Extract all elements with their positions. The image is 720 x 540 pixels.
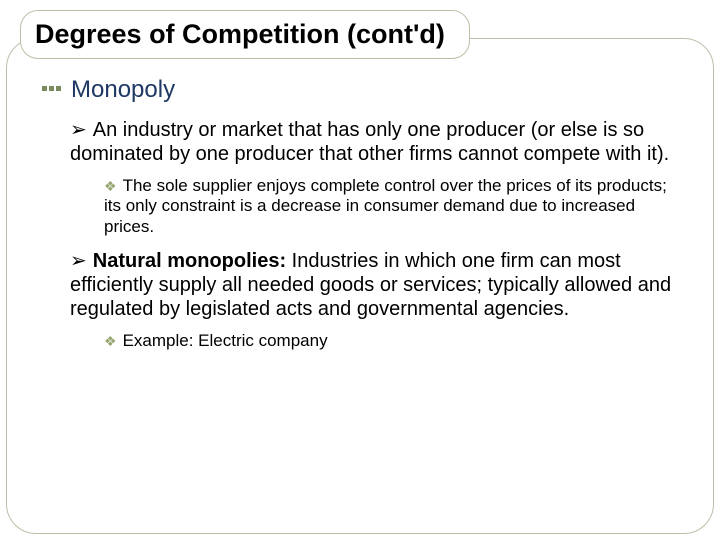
dots-bullet-icon bbox=[42, 86, 61, 91]
definition-bold: Natural monopolies: bbox=[93, 250, 286, 272]
level3-item: ❖ Example: Electric company bbox=[104, 331, 678, 351]
arrow-bullet-icon: ➢ bbox=[70, 250, 87, 272]
definition-text: An industry or market that has only one … bbox=[70, 119, 669, 165]
arrow-bullet-icon: ➢ bbox=[70, 119, 87, 141]
level1-item: Monopoly bbox=[42, 76, 678, 104]
slide-title: Degrees of Competition (cont'd) bbox=[35, 19, 445, 50]
title-container: Degrees of Competition (cont'd) bbox=[20, 10, 470, 59]
level3-item: ❖The sole supplier enjoys complete contr… bbox=[104, 176, 678, 237]
diamond-bullet-icon: ❖ bbox=[104, 333, 117, 349]
level1-heading: Monopoly bbox=[71, 76, 175, 104]
slide-content: Monopoly ➢An industry or market that has… bbox=[42, 76, 678, 364]
subpoint-text: The sole supplier enjoys complete contro… bbox=[104, 176, 667, 236]
level2-item: ➢An industry or market that has only one… bbox=[70, 118, 678, 166]
level2-item: ➢Natural monopolies: Industries in which… bbox=[70, 249, 678, 321]
diamond-bullet-icon: ❖ bbox=[104, 178, 117, 194]
example-text: Example: Electric company bbox=[123, 331, 328, 350]
